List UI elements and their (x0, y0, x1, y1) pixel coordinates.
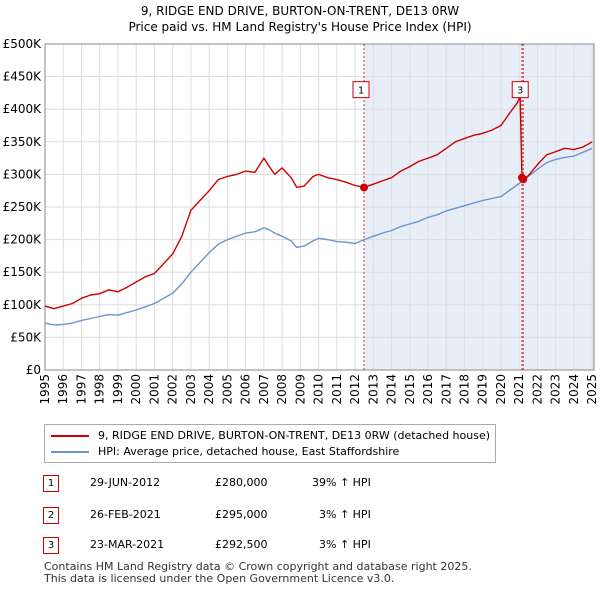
x-tick-label: 2007 (257, 374, 271, 405)
legend: 9, RIDGE END DRIVE, BURTON-ON-TRENT, DE1… (44, 424, 496, 463)
legend-label-hpi: HPI: Average price, detached house, East… (98, 445, 400, 458)
transaction-label-box (511, 81, 529, 99)
x-tick-label: 2013 (366, 374, 380, 405)
legend-swatch-property (51, 435, 89, 437)
x-tick-label: 2014 (385, 374, 399, 405)
chart-title: 9, RIDGE END DRIVE, BURTON-ON-TRENT, DE1… (140, 4, 460, 18)
plot-border (44, 43, 595, 371)
x-tick-label: 2017 (439, 374, 453, 405)
row-hpi: 3% ↑ HPI (319, 538, 371, 551)
x-tick-label: 2009 (293, 374, 307, 405)
row-date: 23-MAR-2021 (90, 538, 165, 551)
footer: Contains HM Land Registry data © Crown c… (44, 561, 472, 585)
x-tick-label: 2024 (567, 374, 581, 405)
y-tick-label: £300K (3, 167, 43, 181)
y-tick-label: £100K (3, 298, 43, 312)
row-hpi: 39% ↑ HPI (312, 476, 371, 489)
transaction-point (360, 183, 369, 192)
row-price: £292,500 (215, 538, 268, 551)
x-tick-label: 2010 (312, 374, 326, 405)
x-tick-label: 2025 (585, 374, 599, 405)
price-chart: £0 £50K £100K £150K £200K £250K £300K £350K £400… (3, 37, 600, 405)
table-row: 1 29-JUN-2012 £280,000 39% ↑ HPI (43, 475, 463, 493)
row-date: 29-JUN-2012 (90, 476, 161, 489)
x-tick-label: 2021 (512, 374, 526, 405)
x-tick-label: 2006 (239, 374, 253, 405)
y-tick-label: £500K (3, 37, 43, 51)
x-tick-label: 2020 (494, 374, 508, 405)
x-tick-label: 1996 (56, 374, 70, 405)
x-tick-label: 2008 (275, 374, 289, 405)
transaction-label-box (352, 81, 370, 99)
x-tick-label: 2001 (147, 374, 161, 405)
x-tick-label: 2003 (184, 374, 198, 405)
x-tick-label: 1995 (38, 374, 52, 405)
row-number-badge: 1 (43, 475, 59, 492)
table-row: 2 26-FEB-2021 £295,000 3% ↑ HPI (43, 507, 463, 525)
footer-copyright: Contains HM Land Registry data © Crown c… (44, 560, 472, 573)
row-price: £280,000 (215, 476, 268, 489)
row-number-badge: 2 (43, 507, 59, 524)
transaction-label: 3 (517, 86, 523, 97)
y-tick-label: £350K (3, 135, 43, 149)
x-tick-label: 2018 (458, 374, 472, 405)
x-tick-label: 1998 (93, 374, 107, 405)
x-tick-label: 2004 (202, 374, 216, 405)
row-price: £295,000 (215, 508, 268, 521)
x-tick-label: 2000 (129, 374, 143, 405)
chart-subtitle: Price paid vs. HM Land Registry's House … (128, 20, 472, 34)
x-tick-label: 2012 (348, 374, 362, 405)
x-tick-label: 2016 (421, 374, 435, 405)
hpi-line (44, 147, 593, 326)
x-tick-label: 2023 (549, 374, 563, 405)
y-tick-label: £400K (3, 102, 43, 116)
x-tick-label: 2019 (476, 374, 490, 405)
y-tick-label: £200K (3, 233, 43, 247)
x-tick-label: 2022 (530, 374, 544, 405)
legend-label-property: 9, RIDGE END DRIVE, BURTON-ON-TRENT, DE1… (98, 429, 491, 442)
y-tick-label: £250K (3, 200, 43, 214)
legend-swatch-hpi (51, 451, 89, 453)
x-tick-label: 2011 (330, 374, 344, 405)
x-tick-label: 2002 (166, 374, 180, 405)
transaction-point (519, 175, 528, 184)
x-tick-label: 1999 (111, 374, 125, 405)
y-tick-label: £150K (3, 265, 43, 279)
transaction-label: 1 (358, 86, 364, 97)
row-hpi: 3% ↑ HPI (319, 508, 371, 521)
x-tick-label: 2005 (220, 374, 234, 405)
row-date: 26-FEB-2021 (90, 508, 161, 521)
property-price-line (44, 95, 593, 310)
y-tick-label: £0 (26, 363, 41, 377)
table-row: 3 23-MAR-2021 £292,500 3% ↑ HPI (43, 537, 463, 555)
footer-licence: This data is licensed under the Open Gov… (44, 572, 395, 585)
y-tick-label: £450K (3, 70, 43, 84)
y-tick-label: £50K (10, 330, 42, 344)
row-number-badge: 3 (43, 537, 59, 554)
x-tick-label: 2015 (403, 374, 417, 405)
x-tick-label: 1997 (74, 374, 88, 405)
